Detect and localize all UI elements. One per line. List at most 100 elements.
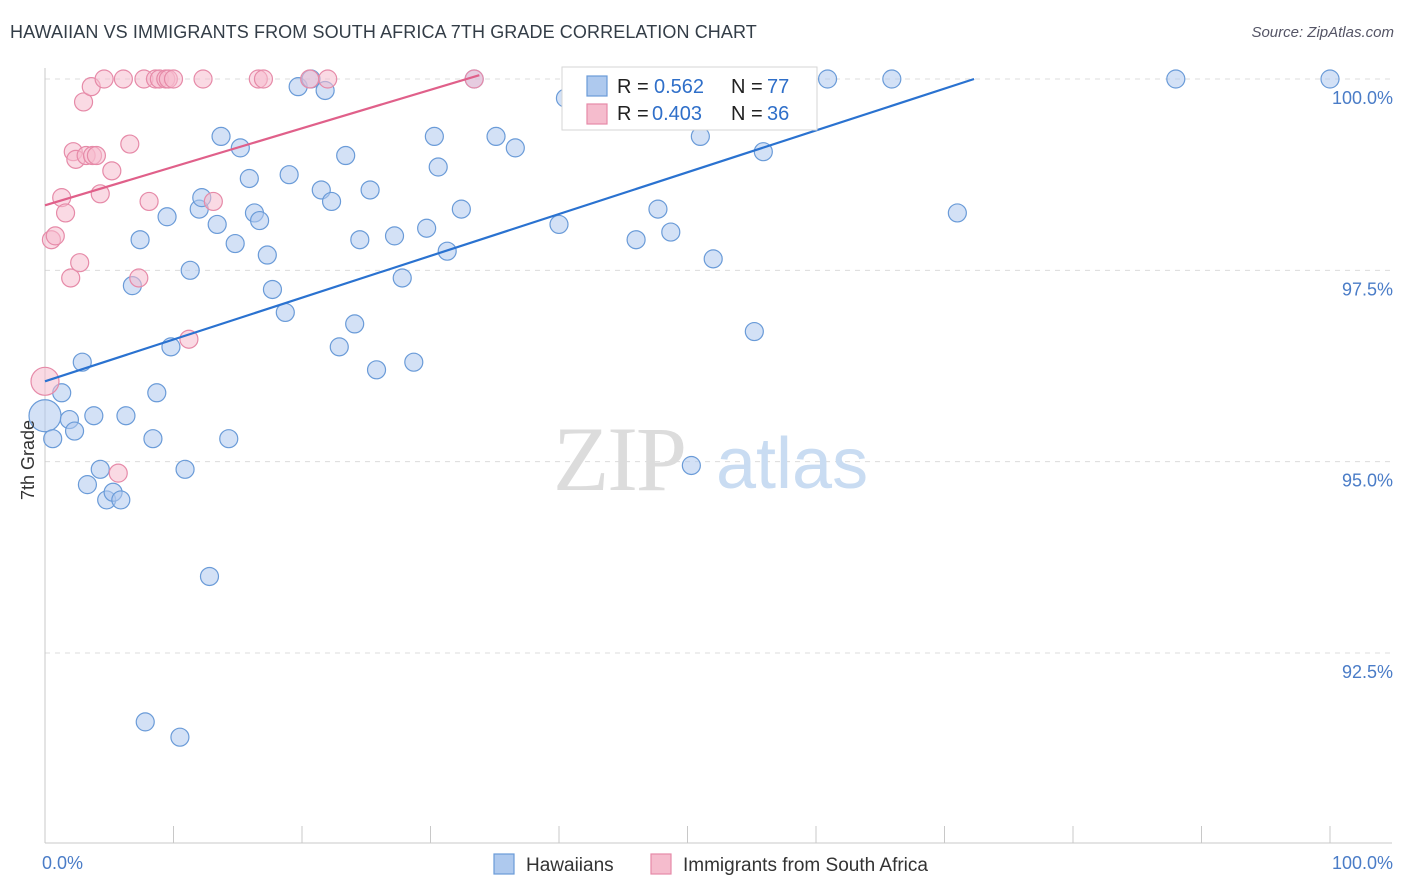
south-africa-point — [94, 69, 114, 89]
legend-r-label: R = — [617, 76, 649, 98]
hawaiians-point — [661, 222, 681, 242]
y-tick-label: 95.0% — [1342, 471, 1393, 491]
hawaiians-point — [366, 360, 387, 380]
south-africa-point — [318, 69, 338, 89]
hawaiians-point — [360, 180, 380, 200]
legend-n-value: 77 — [767, 76, 789, 98]
south-africa-point — [163, 69, 184, 89]
south-africa-point — [120, 134, 140, 154]
legend-n-label: N = — [731, 76, 763, 98]
hawaiians-point — [392, 268, 412, 288]
south-africa-point — [129, 268, 149, 288]
legend-n-value: 36 — [767, 103, 789, 125]
hawaiians-point — [1320, 69, 1340, 89]
hawaiians-point — [262, 279, 283, 300]
south-africa-point — [139, 191, 159, 212]
hawaiians-point — [180, 260, 200, 280]
hawaiians-point — [135, 712, 155, 732]
hawaiians-point — [219, 429, 239, 449]
hawaiians-point — [207, 214, 227, 235]
watermark-zip: ZIP — [553, 408, 685, 510]
hawaiians-point — [225, 233, 245, 254]
watermark-atlas: atlas — [716, 424, 868, 504]
hawaiians-point — [336, 145, 356, 166]
y-tick-label: 92.5% — [1342, 662, 1393, 682]
source-note: Source: ZipAtlas.com — [1251, 24, 1394, 41]
hawaiians-point — [157, 207, 177, 227]
south-africa-point — [86, 145, 107, 166]
south-africa-point — [113, 69, 133, 89]
hawaiians-trend-line — [44, 77, 975, 383]
hawaiians-point — [549, 214, 569, 235]
x-tick-label: 100.0% — [1332, 853, 1393, 873]
hawaiians-point — [648, 199, 668, 219]
south-africa-point — [70, 253, 90, 273]
hawaiians-point — [111, 490, 131, 510]
legend-n-label: N = — [731, 103, 763, 125]
hawaiians-point — [681, 455, 701, 476]
hawaiians-point — [350, 230, 370, 250]
hawaiians-point — [43, 429, 63, 449]
south-africa-point — [179, 329, 199, 349]
hawaiians-point — [505, 138, 525, 158]
hawaiians-point — [321, 191, 342, 212]
hawaiians-point — [64, 421, 85, 441]
legend-swatch-blue — [586, 75, 608, 97]
hawaiians-point — [703, 249, 723, 269]
hawaiians-point — [143, 429, 163, 449]
south-africa-points — [30, 69, 484, 483]
south-africa-point — [55, 203, 76, 223]
hawaiians-point — [170, 727, 190, 747]
south-africa-point — [45, 226, 65, 246]
y-tick-label: 100.0% — [1332, 88, 1393, 108]
bottom-legend-label-south-africa: Immigrants from South Africa — [683, 855, 928, 876]
hawaiians-point — [175, 459, 195, 479]
hawaiians-point — [239, 168, 259, 189]
south-africa-point — [108, 463, 128, 483]
hawaiians-point — [199, 566, 220, 587]
grid-lines — [45, 78, 1392, 654]
hawaiians-point — [345, 314, 365, 334]
bottom-legend-label-hawaiians: Hawaiians — [526, 855, 614, 876]
hawaiians-point — [417, 218, 437, 238]
hawaiians-point — [257, 245, 277, 265]
watermark: ZIP atlas — [553, 408, 868, 510]
hawaiians-point — [147, 383, 167, 403]
hawaiians-point — [947, 203, 967, 223]
legend-box: R = 0.562 N = 77 R = 0.403 N = 36 — [561, 66, 818, 131]
hawaiians-point — [486, 126, 506, 146]
legend-r-label: R = — [617, 103, 649, 125]
legend-r-value: 0.562 — [654, 76, 704, 98]
south-africa-point — [102, 161, 122, 181]
south-africa-point — [73, 92, 94, 112]
south-africa-point — [193, 69, 213, 89]
south-africa-point — [253, 69, 274, 89]
hawaiians-point — [424, 126, 444, 146]
south-africa-trend-line — [44, 74, 480, 207]
chart-title: HAWAIIAN VS IMMIGRANTS FROM SOUTH AFRICA… — [10, 22, 757, 42]
hawaiians-point — [77, 475, 98, 495]
bottom-legend-swatch-pink — [650, 853, 672, 875]
hawaiians-point — [90, 459, 110, 479]
south-africa-point — [300, 69, 320, 89]
hawaiians-point — [384, 226, 405, 246]
hawaiians-point — [1166, 69, 1186, 89]
x-tick-label: 0.0% — [42, 853, 83, 873]
hawaiians-point — [249, 210, 270, 231]
trend-lines — [44, 74, 975, 383]
bottom-legend-swatch-blue — [493, 853, 515, 875]
hawaiians-point — [404, 352, 424, 372]
hawaiians-point — [626, 230, 646, 250]
y-tick-label: 97.5% — [1342, 279, 1393, 299]
hawaiians-point — [882, 69, 902, 89]
hawaiians-point — [116, 406, 136, 426]
hawaiians-point — [744, 321, 764, 342]
bottom-legend: Hawaiians Immigrants from South Africa — [493, 853, 928, 876]
legend-r-value: 0.403 — [652, 103, 702, 125]
y-tick-labels: 100.0% 97.5% 95.0% 92.5% — [1332, 88, 1393, 682]
hawaiians-point — [428, 157, 448, 177]
hawaiians-point — [329, 337, 349, 357]
hawaiians-point — [130, 230, 150, 250]
hawaiians-point — [451, 199, 471, 219]
